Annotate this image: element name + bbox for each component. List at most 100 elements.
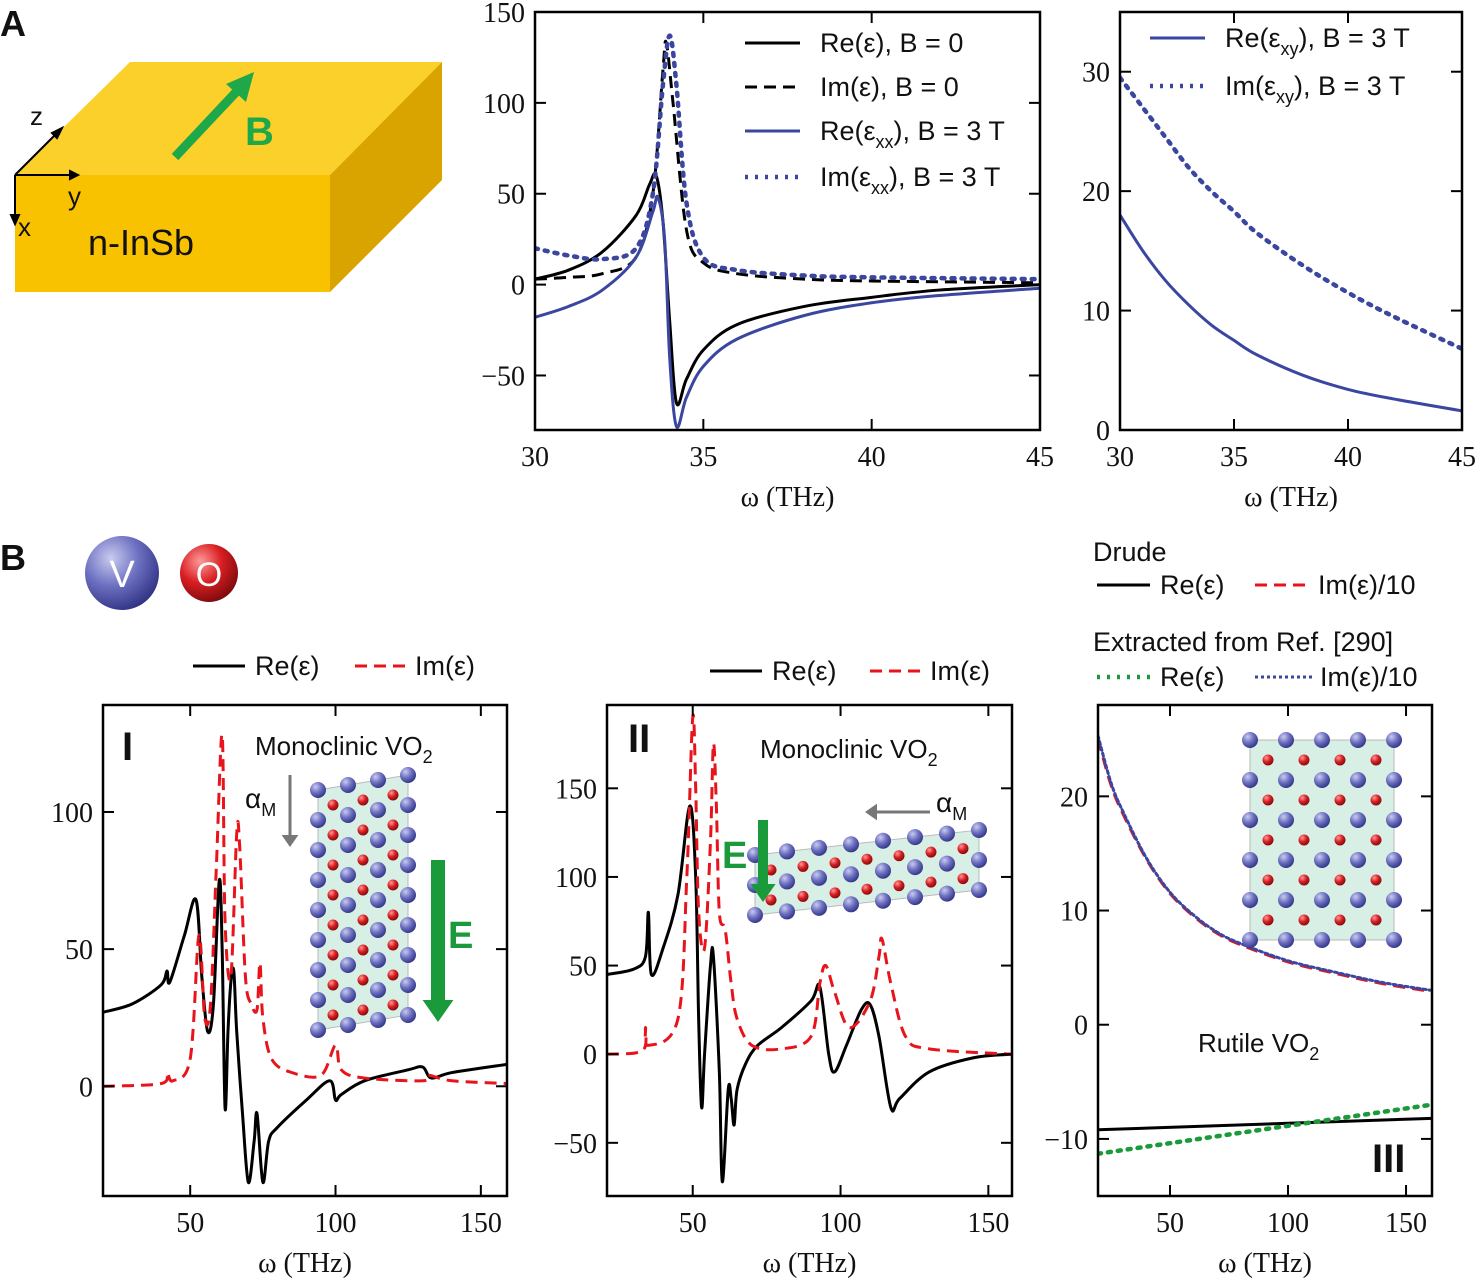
inset-iii-title-text: Rutile VO (1198, 1028, 1309, 1058)
vanadium-atom-icon (1314, 732, 1330, 748)
oxygen-atom-icon (1298, 914, 1310, 926)
oxygen-atom-icon (861, 883, 873, 895)
x-tick-label: 45 (1448, 442, 1476, 473)
y-tick-label: 0 (583, 1040, 597, 1071)
oxygen-atom-icon (861, 853, 873, 865)
slab-front-face (15, 175, 330, 292)
y-tick-label: 10 (1060, 897, 1088, 928)
x-tick-label: 100 (1267, 1208, 1309, 1239)
x-axis-label: ω (THz) (1218, 1248, 1312, 1278)
oxygen-atom-icon (327, 799, 339, 811)
vanadium-atom-icon (310, 872, 326, 888)
legend-label: Im(ε) (415, 651, 475, 681)
oxygen-atom-icon (893, 880, 905, 892)
legend-label-text: )/10 (1369, 570, 1416, 600)
oxygen-atom-icon (797, 860, 809, 872)
y-tick-label: 50 (569, 952, 597, 983)
legend-label-text: Im(ε (415, 651, 466, 681)
inset-i-title-text: Monoclinic VO (255, 731, 423, 761)
x-tick-label: 150 (967, 1208, 1009, 1239)
legend-label-sub: xy (1276, 87, 1294, 107)
vanadium-atom-icon (1386, 892, 1402, 908)
series-line-im-xx-b-3-t (535, 33, 1040, 282)
oxygen-atom-icon (893, 850, 905, 862)
legend-label-text: ) (828, 656, 837, 686)
y-tick-label: 100 (555, 863, 597, 894)
crystal-polyhedra (754, 829, 980, 916)
legend-label-text: Re(ε (772, 656, 828, 686)
oxygen-atom-icon (180, 544, 238, 602)
oxygen-atom-icon (1298, 834, 1310, 846)
vanadium-atom-icon (811, 869, 827, 886)
vanadium-atom-icon (1242, 892, 1258, 908)
x-tick-label: 45 (1026, 442, 1054, 473)
oxygen-atom-icon (327, 829, 339, 841)
oxygen-atom-icon (1370, 874, 1382, 886)
inset-ii-title-text: Monoclinic VO (760, 734, 928, 764)
oxygen-atom-icon (387, 999, 399, 1011)
legend-label-sub: xx (871, 178, 889, 198)
vanadium-atom-icon (310, 782, 326, 798)
legend-label: Im(εxx), B = 3 T (820, 162, 1000, 198)
vanadium-atom-icon (843, 836, 859, 853)
oxygen-atom-icon (357, 854, 369, 866)
y-tick-label: −10 (1044, 1125, 1088, 1156)
vanadium-atom-icon (370, 892, 386, 908)
x-tick-label: 30 (521, 442, 549, 473)
oxygen-atom-icon (357, 974, 369, 986)
legend-label: Re(ε) (255, 651, 320, 681)
oxygen-atom-icon (1370, 834, 1382, 846)
y-tick-label: −50 (481, 361, 525, 392)
oxygen-atom-icon (387, 819, 399, 831)
vanadium-atom-icon (907, 829, 923, 846)
x-tick-label: 100 (820, 1208, 862, 1239)
axis-x-label: x (18, 212, 31, 242)
vanadium-atom-icon (1386, 932, 1402, 948)
material-label: n-InSb (88, 222, 194, 263)
vanadium-atom-icon (1314, 852, 1330, 868)
legend-label-text: ) (466, 651, 475, 681)
vanadium-atom-icon (779, 903, 795, 920)
oxygen-atom-icon (357, 824, 369, 836)
oxygen-atom-icon (829, 857, 841, 869)
b-field-arrow-icon (171, 86, 242, 161)
vanadium-atom-icon (340, 897, 356, 913)
legend-label-sub: xx (876, 132, 894, 152)
x-tick-label: 50 (679, 1208, 707, 1239)
x-axis-label: ω (THz) (258, 1248, 352, 1278)
series-line-re- (1098, 1102, 1432, 1156)
vanadium-atom-icon (310, 992, 326, 1008)
oxygen-atom-icon (387, 789, 399, 801)
vanadium-atom-icon (1278, 772, 1294, 788)
vanadium-atom-icon (971, 822, 987, 838)
panel-label-b: B (0, 537, 26, 578)
vanadium-atom-icon (400, 1007, 416, 1023)
inset-i-title-sub: 2 (423, 747, 433, 767)
e-field-arrow-icon-head (750, 884, 776, 902)
oxygen-label: O (196, 556, 222, 594)
oxygen-atom-icon (327, 1009, 339, 1021)
slab-side-face (330, 62, 442, 292)
series-group (607, 713, 1012, 1184)
crystal-inset-monoclinic-i (310, 767, 416, 1038)
inset-ii-field-label: E (722, 835, 747, 877)
x-tick-label: 35 (689, 442, 717, 473)
x-tick-label: 50 (1156, 1208, 1184, 1239)
oxygen-atom-icon (1262, 754, 1274, 766)
y-tick-label: 50 (497, 180, 525, 211)
legend-label-text: ) (311, 651, 320, 681)
vanadium-atom-icon (1314, 892, 1330, 908)
alpha-m-arrow-icon (281, 775, 299, 847)
oxygen-atom-icon (327, 859, 339, 871)
legend-label-text: Im(ε (1320, 662, 1371, 692)
panel-roman-ii: II (628, 717, 650, 761)
vanadium-atom-icon (1350, 892, 1366, 908)
y-tick-label: 0 (1096, 416, 1110, 447)
axis-y-label: y (68, 181, 81, 211)
legend-label-text: ), B = 3 T (1299, 23, 1410, 53)
oxygen-atom-icon (387, 879, 399, 891)
inset-iii-title-sub: 2 (1309, 1044, 1319, 1064)
oxygen-atom-icon (1298, 874, 1310, 886)
oxygen-atom-icon (357, 884, 369, 896)
vanadium-atom-icon (939, 855, 955, 872)
